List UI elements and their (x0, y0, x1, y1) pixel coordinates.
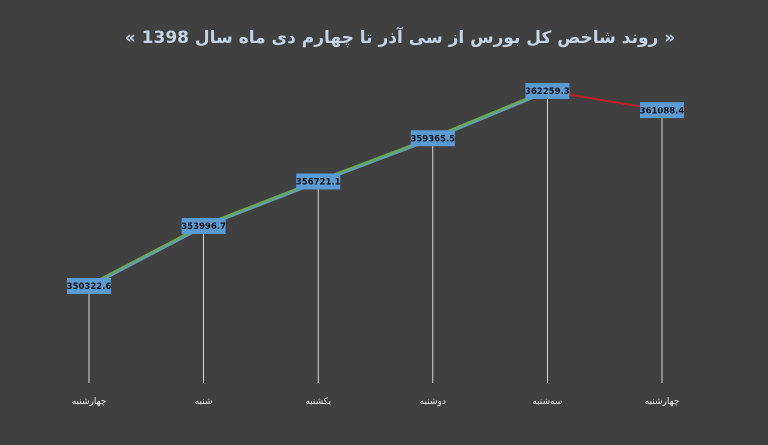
data-label-2: 356721.1 (296, 178, 341, 188)
data-label-box-3 (410, 130, 455, 147)
data-label-box-4 (525, 83, 570, 99)
data-label-box-5 (640, 102, 684, 119)
category-label-0: چهارشنبه (72, 397, 107, 407)
data-label-0: 350322.6 (67, 282, 112, 292)
category-label-1: شنبه (195, 397, 213, 407)
data-label-1: 353996.7 (181, 222, 226, 232)
category-label-5: چهارشنبه (645, 397, 680, 407)
data-label-box-2 (296, 173, 341, 190)
category-label-4: سه‌شنبه (532, 397, 562, 407)
chart-title: « روند شاخص کل بورس از سی آذر تا چهارم د… (124, 28, 676, 48)
line-segment-0 (87, 223, 206, 288)
line-segment-inner-0 (88, 226, 204, 288)
data-label-4: 362259.3 (525, 87, 570, 97)
data-label-3: 359365.5 (410, 134, 455, 144)
data-label-box-0 (67, 278, 111, 294)
data-label-5: 361088.4 (640, 106, 685, 116)
data-label-box-1 (181, 217, 226, 234)
category-label-2: یکشنبه (305, 397, 331, 407)
category-label-3: دوشنبه (420, 397, 446, 407)
